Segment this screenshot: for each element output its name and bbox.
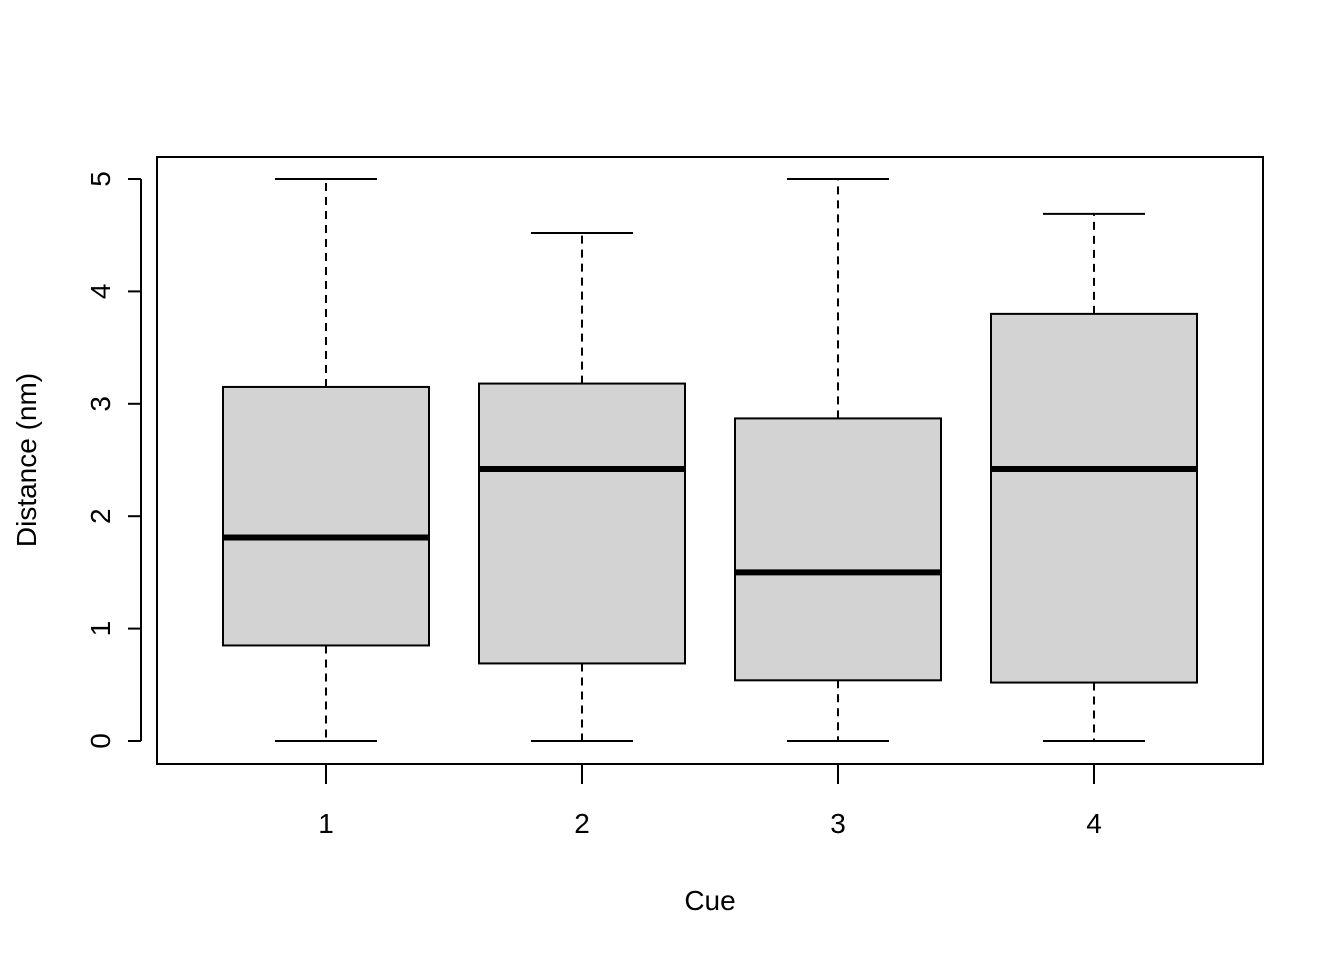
y-tick-label: 1 — [85, 621, 116, 637]
x-tick-label: 1 — [318, 808, 334, 839]
box-group-2 — [478, 231, 686, 742]
x-axis-label: Cue — [684, 885, 735, 916]
y-tick-label: 4 — [85, 284, 116, 300]
y-tick-label: 0 — [85, 733, 116, 749]
x-tick-label: 4 — [1086, 808, 1102, 839]
boxes-layer — [222, 178, 1198, 742]
x-tick-label: 3 — [830, 808, 846, 839]
iqr-box — [990, 312, 1198, 684]
iqr-box — [222, 385, 430, 647]
x-axis: 1 2 3 4 — [318, 763, 1102, 839]
iqr-box — [478, 382, 686, 665]
y-tick-label: 5 — [85, 171, 116, 187]
box-group-1 — [222, 178, 430, 742]
y-axis-label: Distance (nm) — [11, 373, 42, 547]
box-group-3 — [734, 178, 942, 742]
x-tick-label: 2 — [574, 808, 590, 839]
iqr-box — [734, 417, 942, 682]
y-tick-label: 3 — [85, 396, 116, 412]
box-group-4 — [990, 212, 1198, 742]
y-tick-label: 2 — [85, 508, 116, 524]
y-axis: 0 1 2 3 4 5 — [85, 171, 142, 749]
